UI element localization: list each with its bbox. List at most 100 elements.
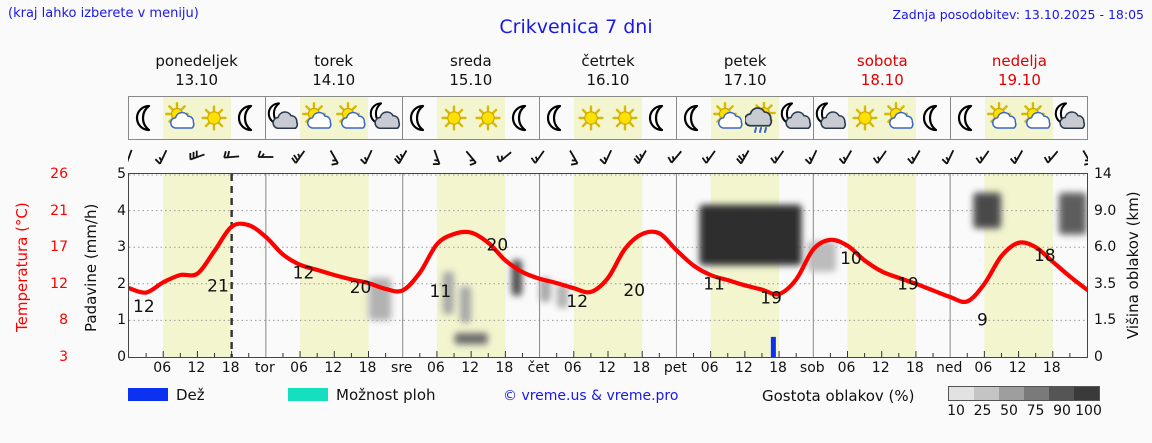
daylight-band [436, 174, 506, 357]
wind-barb [736, 150, 750, 165]
temperature-value-label: 11 [703, 275, 725, 295]
icon-day-group [814, 97, 951, 139]
wind-barb [223, 150, 240, 159]
sun-cloud-icon [711, 97, 745, 139]
wind-barb [291, 150, 306, 164]
cloud-density-swatch [949, 387, 974, 400]
x-tick-label: 12 [734, 360, 753, 376]
cloud-density-patch [972, 192, 1002, 229]
sun-cloud-icon [1019, 97, 1053, 139]
cloud-density-patch [459, 286, 472, 323]
wind-barb [465, 150, 477, 166]
moon-cloud-icon [1053, 97, 1087, 139]
precipitation-tick: 0 [117, 349, 126, 365]
day-date: 13.10 [175, 71, 219, 89]
cloud-density-swatch [999, 387, 1024, 400]
day-name: ponedeljek [155, 52, 238, 70]
day-header-torek: torek 14.10 [265, 52, 402, 94]
cloud-density-scale [948, 386, 1100, 401]
weather-icon-row [128, 96, 1088, 140]
x-tick-label: 12 [187, 360, 206, 376]
sun-cloud-icon [882, 97, 916, 139]
wind-barb [530, 150, 545, 164]
icon-day-group [677, 97, 814, 139]
day-header-ponedeljek: ponedeljek 13.10 [128, 52, 265, 94]
x-tick-label: 06 [427, 360, 445, 376]
cloud-density-patch [442, 271, 455, 315]
day-name: sreda [450, 52, 492, 70]
x-tick-label: 18 [1042, 360, 1061, 376]
wind-barb [154, 149, 168, 165]
precipitation-axis-title: Padavine (mm/h) [82, 203, 100, 333]
sun-cloud-icon [985, 97, 1019, 139]
temperature-value-label: 20 [623, 281, 645, 301]
temperature-value-label: 12 [566, 292, 588, 312]
temperature-value-label: 12 [133, 297, 155, 317]
moon-clear-icon [642, 97, 676, 139]
x-tick-label: 18 [495, 360, 514, 376]
day-name: petek [723, 52, 767, 70]
cloud-density-tick-label: 25 [973, 403, 992, 419]
temperature-value-label: 18 [1034, 246, 1056, 266]
precipitation-tick: 5 [117, 166, 126, 182]
day-date: 17.10 [723, 71, 767, 89]
wind-barb [189, 150, 205, 161]
x-tick-label: 06 [290, 360, 308, 376]
day-date: 19.10 [997, 71, 1041, 89]
cloud-height-tick: 6.0 [1094, 239, 1117, 256]
daylight-band [300, 174, 369, 357]
cloud-density-tick-label: 90 [1053, 403, 1071, 419]
page-title: Crikvenica 7 dni [499, 16, 653, 38]
temperature-value-label: 21 [207, 277, 229, 297]
x-tick-label: sob [799, 360, 825, 376]
wind-barb [257, 150, 274, 158]
sun-clear-icon [197, 97, 231, 139]
cloud-height-tick: 1.5 [1094, 312, 1117, 329]
day-header-nedelja: nedelja 19.10 [951, 52, 1088, 94]
cloud-density-patch [1058, 192, 1087, 235]
cloud-density-patch [539, 277, 551, 303]
sun-clear-icon [437, 97, 471, 139]
cloud-density-patch [807, 241, 837, 272]
wind-barb [432, 149, 441, 166]
cloud-density-patch [556, 283, 569, 309]
cloud-density-legend-title: Gostota oblakov (%) [762, 387, 915, 405]
wind-barb [633, 150, 647, 165]
x-tick-label: ned [935, 360, 963, 376]
icon-day-group [540, 97, 677, 139]
cloud-density-swatch [1024, 387, 1049, 400]
moon-clear-icon [403, 97, 437, 139]
sun-cloud-icon [300, 97, 334, 139]
moon-cloud-icon [779, 97, 813, 139]
day-name: četrtek [581, 52, 635, 70]
location-menu-note: (kraj lahko izberete v meniju) [8, 6, 199, 21]
cloud-height-tick: 14 [1094, 166, 1112, 182]
wind-barb-row [120, 141, 1092, 173]
sun-cloud-icon [163, 97, 197, 139]
cloud-density-tick-label: 50 [1000, 403, 1018, 419]
day-date: 16.10 [586, 71, 630, 89]
x-tick-label: sre [391, 360, 413, 376]
cloud-density-scale-labels: 10 25 50 75 90 100 [940, 403, 1112, 421]
plot-canvas: 12211220112012201119101991811 [129, 174, 1087, 357]
day-date: 15.10 [449, 71, 493, 89]
moon-clear-icon [505, 97, 539, 139]
temperature-tick: 21 [50, 202, 68, 219]
moon-clear-icon [916, 97, 950, 139]
wind-barb [1043, 150, 1059, 164]
day-name: sobota [856, 52, 908, 70]
precipitation-tick: 4 [117, 202, 126, 219]
moon-cloud-icon [368, 97, 402, 139]
sun-clear-icon [471, 97, 505, 139]
wind-barb [770, 150, 785, 164]
icon-day-group [403, 97, 540, 139]
wind-barb [872, 150, 887, 164]
moon-clear-icon [951, 97, 985, 139]
copyright-link[interactable]: © vreme.us & vreme.pro [503, 388, 679, 404]
daylight-band [163, 174, 232, 357]
x-tick-label: 18 [906, 360, 924, 376]
day-header-petek: petek 17.10 [677, 52, 814, 94]
sun-clear-icon [574, 97, 608, 139]
wind-barb [907, 150, 921, 165]
x-tick-label: 12 [461, 360, 480, 376]
